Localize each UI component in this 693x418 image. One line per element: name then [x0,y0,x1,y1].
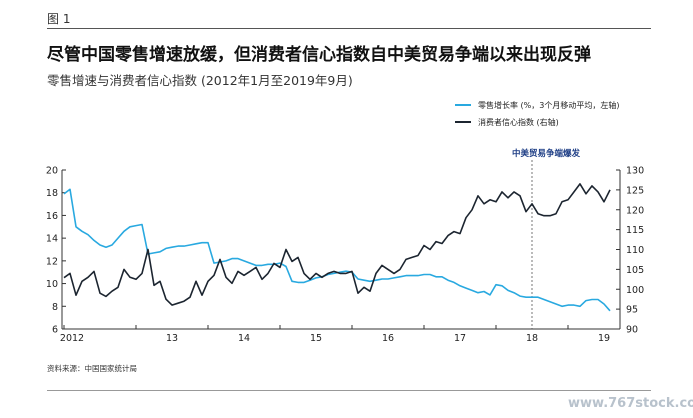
x-tick-label: 19 [598,333,610,344]
right-tick-label: 95 [626,305,638,316]
right-tick-label: 115 [626,225,644,236]
left-tick-label: 8 [52,302,58,313]
bottom-rule [47,390,651,391]
legend: 零售增长率 (%，3个月移动平均，左轴) 消费者信心指数 (右轴) [455,100,619,127]
x-tick-label: 13 [166,333,178,344]
x-tick-label: 14 [238,333,250,344]
left-tick-label: 6 [52,325,58,336]
left-tick-label: 14 [46,234,58,245]
consumer-confidence-line [63,183,611,306]
x-tick-label: 17 [454,333,466,344]
watermark: www.767stock.com [568,396,693,411]
right-tick-label: 110 [626,245,644,256]
chart-subtitle: 零售增速与消费者信心指数 (2012年1月至2019年9月) [47,73,353,88]
x-tick-label: 2012 [60,333,84,344]
chart-title: 尽管中国零售增速放缓，但消费者信心指数自中美贸易争端以来出现反弹 [47,45,591,65]
axes: 6 8 10 12 14 16 18 20 90 95 100 105 110 115 120 125 130 2… [46,166,644,345]
x-tick-label: 15 [310,333,322,344]
trade-war-annotation: 中美贸易争端爆发 [512,148,581,329]
right-tick-label: 100 [626,285,644,296]
figure-label: 图 1 [47,12,71,26]
legend-label-retail: 零售增长率 (%，3个月移动平均，左轴) [478,100,619,110]
right-tick-label: 105 [626,265,644,276]
retail-growth-line [63,188,611,312]
x-tick-label: 18 [526,333,538,344]
left-tick-label: 16 [46,211,58,222]
top-rule [47,28,651,29]
right-tick-label: 90 [626,325,638,336]
left-tick-label: 18 [46,188,58,199]
source-note: 资料来源：中国国家统计局 [47,364,137,373]
annotation-label: 中美贸易争端爆发 [512,148,581,159]
series-lines [63,183,611,312]
right-tick-label: 130 [626,166,644,177]
x-tick-label: 16 [382,333,394,344]
left-tick-label: 12 [46,256,58,267]
right-tick-label: 120 [626,205,644,216]
right-tick-label: 125 [626,185,644,196]
legend-label-confidence: 消费者信心指数 (右轴) [478,117,559,127]
left-tick-label: 10 [46,279,58,290]
left-tick-label: 20 [46,166,58,177]
